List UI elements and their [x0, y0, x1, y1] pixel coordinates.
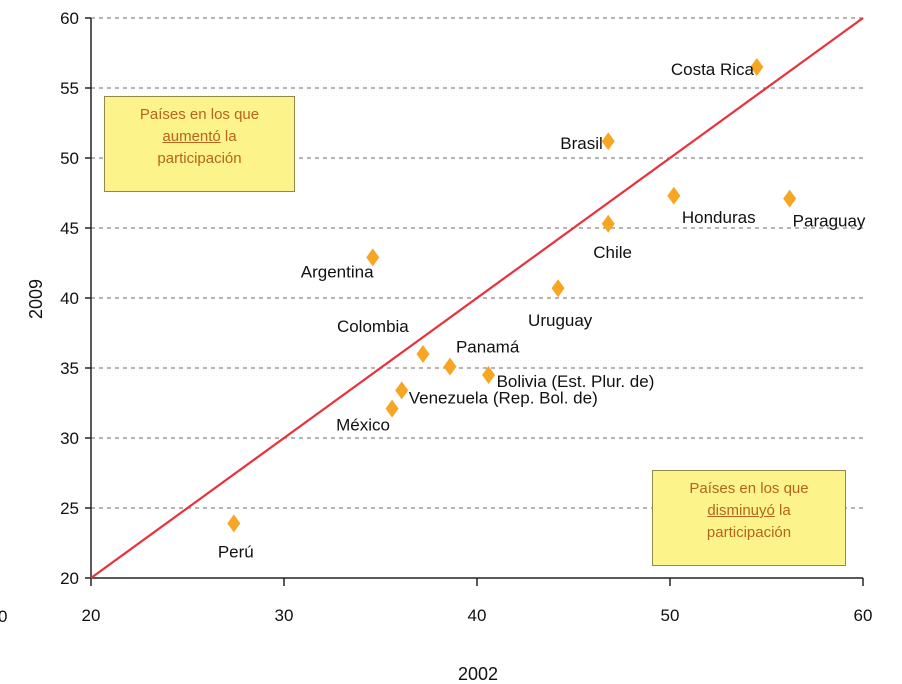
- y-tick-label-50: 50: [60, 149, 79, 168]
- point-marker-brasil: [601, 132, 615, 151]
- x-tick-label-50: 50: [661, 606, 680, 625]
- increased-line1: Países en los que: [139, 106, 260, 123]
- point-label-brasil: Brasil: [560, 134, 603, 153]
- point-label-argentina: Argentina: [301, 262, 374, 281]
- point-label-costa-rica: Costa Rica: [671, 60, 755, 79]
- y-tick-label-25: 25: [60, 499, 79, 518]
- grid-lines: [91, 17, 863, 509]
- point-marker-bolivia-est-plur-de: [482, 366, 496, 384]
- x-tick-label-60: 60: [854, 606, 873, 625]
- y-tick-label-45: 45: [60, 219, 79, 238]
- axes: 20 25 30 35 40 45 50 55 60 20 30 40 50 60: [60, 9, 872, 625]
- decreased-annotation-box: Países en los que disminuyó la participa…: [652, 470, 846, 566]
- increased-keyword: aumentó: [162, 128, 221, 145]
- increased-rest: la: [220, 128, 237, 145]
- point-marker-costa-rica: [750, 58, 764, 76]
- point-marker-m-xico: [385, 399, 399, 418]
- y-tick-label-40: 40: [60, 289, 79, 308]
- point-label-venezuela-rep-bol-de: Venezuela (Rep. Bol. de): [409, 388, 598, 407]
- decreased-keyword: disminuyó: [707, 502, 775, 519]
- point-marker-paraguay: [783, 189, 797, 208]
- reference-diagonal-line: [90, 17, 864, 579]
- y-tick-label-35: 35: [60, 359, 79, 378]
- corner-tick-label: 0: [0, 607, 7, 626]
- point-marker-panam: [443, 357, 457, 376]
- x-axis-title: 2002: [458, 664, 498, 684]
- x-tick-label-20: 20: [82, 606, 101, 625]
- point-marker-per: [227, 514, 241, 533]
- decreased-line2: disminuyó la: [653, 500, 845, 522]
- decreased-rest: la: [774, 502, 791, 519]
- decreased-line1: Países en los que: [689, 480, 809, 497]
- point-label-uruguay: Uruguay: [528, 311, 593, 330]
- y-tick-label-55: 55: [60, 79, 79, 98]
- point-label-paraguay: Paraguay: [793, 212, 866, 231]
- point-label-colombia: Colombia: [337, 317, 409, 336]
- y-tick-label-60: 60: [60, 9, 79, 28]
- y-axis-title: 2009: [26, 279, 46, 319]
- point-marker-uruguay: [551, 279, 565, 298]
- increased-annotation-box: Países en los que aumentó la participaci…: [104, 96, 295, 192]
- point-labels: Costa Rica Brasil Honduras Paraguay Chile Arg…: [218, 60, 866, 561]
- point-marker-venezuela-rep-bol-de: [395, 381, 409, 400]
- increased-line2: aumentó la: [105, 126, 294, 148]
- point-label-bolivia-est-plur-de: Bolivia (Est. Plur. de): [497, 372, 655, 391]
- data-points: [227, 58, 797, 533]
- increased-line3: participación: [157, 150, 242, 167]
- point-label-panam: Panamá: [456, 338, 520, 357]
- point-label-honduras: Honduras: [682, 208, 756, 227]
- point-marker-colombia: [416, 345, 430, 363]
- x-tick-label-30: 30: [275, 606, 294, 625]
- decreased-line3: participación: [706, 524, 792, 541]
- y-tick-label-30: 30: [60, 429, 79, 448]
- point-label-chile: Chile: [593, 243, 632, 262]
- y-tick-label-20: 20: [60, 569, 79, 588]
- point-marker-honduras: [667, 186, 681, 205]
- point-marker-argentina: [366, 248, 380, 267]
- point-label-per: Perú: [218, 542, 254, 561]
- point-label-m-xico: México: [336, 416, 390, 435]
- point-marker-chile: [601, 214, 615, 233]
- x-tick-label-40: 40: [468, 606, 487, 625]
